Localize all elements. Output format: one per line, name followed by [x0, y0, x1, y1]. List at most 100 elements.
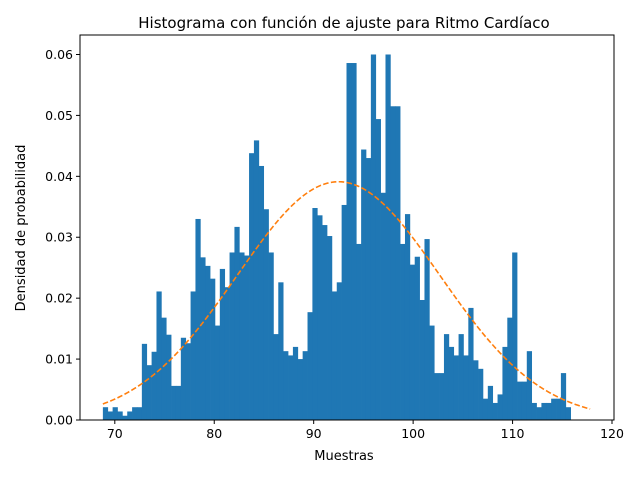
histogram-bar	[117, 411, 123, 420]
histogram-bar	[210, 278, 216, 420]
histogram-bar	[341, 204, 347, 420]
histogram-bar	[404, 214, 411, 420]
x-tick-label: 100	[401, 426, 425, 441]
histogram-bar	[234, 226, 240, 420]
histogram-bar	[356, 243, 362, 420]
histogram-bar	[424, 239, 430, 420]
histogram-bar	[419, 299, 425, 420]
histogram-bar	[171, 385, 177, 420]
histogram-bar	[429, 325, 435, 420]
x-tick-label: 70	[107, 426, 123, 441]
histogram-bar	[307, 312, 313, 420]
histogram-bar	[288, 355, 294, 420]
y-tick-label: 0.00	[45, 413, 73, 428]
x-axis-label: Muestras	[314, 449, 374, 464]
histogram-bar	[536, 407, 542, 420]
histogram-bar	[180, 337, 187, 420]
y-tick-label: 0.04	[45, 169, 73, 184]
histogram-bar	[380, 192, 386, 420]
histogram-bar	[200, 257, 206, 420]
histogram-bar	[317, 215, 323, 420]
histogram-bar	[278, 282, 284, 420]
histogram-bar	[302, 351, 308, 420]
histogram-bar	[453, 355, 459, 420]
histogram-bar	[560, 373, 567, 420]
histogram-bar	[244, 255, 250, 420]
histogram-bar	[190, 291, 196, 420]
histogram-bar	[521, 381, 528, 420]
histogram-bar	[107, 411, 113, 420]
histogram-bar	[497, 394, 503, 420]
histogram-bar	[390, 106, 396, 420]
x-tick-label: 120	[600, 426, 624, 441]
histogram-bar	[292, 346, 299, 420]
histogram-bar	[463, 355, 469, 420]
histogram-bar	[229, 252, 235, 420]
plot-frame	[79, 34, 615, 421]
histogram-bar	[434, 373, 440, 420]
histogram-bar	[351, 63, 357, 420]
histogram-bar	[185, 343, 191, 420]
histogram-bar	[546, 402, 552, 420]
histogram-bar	[361, 149, 367, 420]
histogram-bar	[161, 317, 167, 420]
histogram-bar	[322, 225, 328, 420]
histogram-bar	[346, 63, 352, 420]
histogram-bar	[249, 153, 255, 421]
y-axis: 0.00 0.01 0.02 0.03 0.04 0.05 0.06	[45, 47, 80, 428]
histogram-bar	[385, 54, 391, 420]
histogram-bar	[370, 54, 377, 420]
histogram-bar	[141, 343, 148, 420]
histogram-bar	[175, 385, 182, 420]
histogram-bar	[482, 398, 489, 420]
y-tick-label: 0.05	[45, 108, 73, 123]
histogram-bar	[409, 264, 416, 420]
histogram-bar	[443, 334, 450, 420]
histogram-bar	[395, 106, 401, 420]
y-axis-label: Densidad de probabilidad	[14, 145, 29, 312]
x-tick-label: 110	[501, 426, 525, 441]
histogram-bar	[327, 236, 333, 420]
histogram-bar	[468, 307, 474, 420]
histogram-bar	[478, 368, 484, 420]
histogram-bar	[156, 291, 162, 420]
histogram-bar	[439, 373, 445, 420]
histogram-bar	[219, 268, 226, 420]
histogram-bar	[517, 381, 523, 420]
histogram-bar	[531, 402, 537, 420]
histogram-bars	[102, 54, 571, 421]
histogram-bar	[166, 334, 172, 420]
histogram-bar	[365, 158, 372, 420]
x-axis: 70 80 90 100 110 120	[107, 420, 624, 441]
histogram-bar	[458, 334, 464, 420]
histogram-bar	[473, 360, 479, 420]
histogram-bar	[312, 208, 318, 420]
x-tick-label: 90	[306, 426, 322, 441]
histogram-bar	[556, 398, 562, 420]
histogram-bar	[273, 334, 279, 420]
histogram-bar	[102, 407, 109, 420]
histogram-bar	[512, 252, 518, 420]
histogram-bar	[214, 325, 221, 420]
histogram-bar	[127, 411, 133, 420]
histogram-bar	[132, 407, 138, 420]
histogram-bar	[331, 291, 338, 420]
histogram-bar	[151, 351, 157, 420]
histogram-bar	[268, 252, 274, 420]
y-tick-label: 0.01	[45, 352, 73, 367]
histogram-bar	[122, 415, 128, 420]
fit-curve	[102, 180, 591, 410]
histogram-bar	[502, 346, 508, 420]
histogram-bar	[297, 359, 303, 420]
histogram-bar	[526, 351, 533, 420]
histogram-bar	[239, 252, 245, 420]
histogram-bar	[146, 365, 152, 420]
histogram-bar	[336, 282, 342, 420]
histogram-bar	[507, 317, 513, 420]
histogram-bar	[551, 398, 557, 420]
histogram-bar	[541, 402, 547, 420]
histogram-bar	[195, 218, 201, 420]
y-tick-label: 0.06	[45, 47, 73, 62]
histogram-bar	[492, 402, 498, 420]
